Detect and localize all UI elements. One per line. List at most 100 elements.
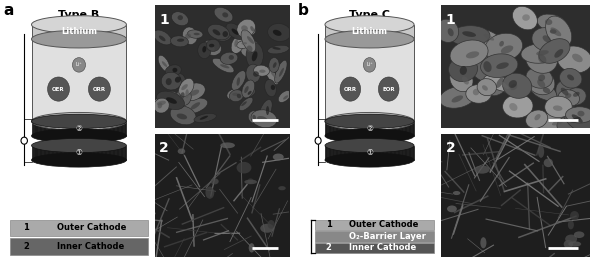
Ellipse shape (32, 153, 126, 167)
Circle shape (21, 137, 27, 144)
Ellipse shape (565, 93, 572, 98)
Text: ②: ② (366, 124, 373, 133)
Ellipse shape (242, 80, 254, 98)
Ellipse shape (544, 159, 553, 167)
Text: 2: 2 (23, 242, 29, 251)
Text: ①: ① (366, 148, 373, 157)
Ellipse shape (477, 79, 496, 96)
Ellipse shape (278, 186, 285, 190)
Bar (325, 145, 414, 160)
Ellipse shape (521, 44, 557, 63)
Ellipse shape (466, 85, 492, 103)
Ellipse shape (241, 101, 247, 106)
Ellipse shape (237, 162, 252, 173)
Ellipse shape (257, 116, 267, 122)
Ellipse shape (538, 146, 544, 158)
Ellipse shape (271, 85, 275, 90)
Ellipse shape (176, 113, 187, 119)
Ellipse shape (543, 88, 550, 93)
Text: 1: 1 (159, 13, 169, 27)
Ellipse shape (487, 66, 513, 96)
Ellipse shape (484, 75, 517, 92)
Ellipse shape (268, 24, 291, 41)
Ellipse shape (198, 42, 211, 59)
Ellipse shape (222, 31, 228, 37)
Ellipse shape (185, 89, 189, 98)
Ellipse shape (483, 61, 492, 72)
Ellipse shape (536, 50, 549, 56)
Circle shape (88, 77, 110, 101)
Ellipse shape (206, 39, 220, 51)
Ellipse shape (181, 84, 188, 90)
Ellipse shape (466, 51, 479, 58)
Ellipse shape (237, 94, 241, 98)
Ellipse shape (178, 149, 185, 154)
Ellipse shape (447, 205, 457, 212)
Ellipse shape (574, 231, 585, 238)
Bar (315, 231, 434, 242)
Text: O₂-Barrier Layer: O₂-Barrier Layer (349, 232, 426, 241)
Ellipse shape (170, 106, 196, 125)
Ellipse shape (237, 19, 255, 37)
Ellipse shape (246, 64, 260, 83)
Ellipse shape (178, 15, 183, 20)
Ellipse shape (173, 96, 181, 101)
Ellipse shape (572, 114, 583, 123)
Ellipse shape (232, 93, 238, 96)
Ellipse shape (237, 41, 250, 48)
Ellipse shape (32, 30, 126, 48)
Ellipse shape (246, 43, 263, 68)
Ellipse shape (510, 84, 517, 90)
Ellipse shape (539, 39, 570, 63)
Ellipse shape (566, 88, 586, 105)
Circle shape (364, 58, 375, 72)
Ellipse shape (232, 71, 246, 90)
Ellipse shape (561, 88, 569, 96)
Ellipse shape (247, 46, 253, 52)
Ellipse shape (244, 21, 256, 35)
Ellipse shape (212, 58, 234, 73)
Ellipse shape (32, 129, 126, 143)
Ellipse shape (279, 68, 284, 77)
Ellipse shape (229, 90, 243, 102)
Ellipse shape (551, 28, 561, 36)
Ellipse shape (529, 81, 557, 101)
Text: Type B: Type B (58, 10, 100, 20)
Ellipse shape (176, 87, 191, 106)
Ellipse shape (221, 143, 235, 148)
Ellipse shape (249, 243, 254, 253)
Ellipse shape (509, 103, 517, 111)
Ellipse shape (157, 91, 184, 110)
Ellipse shape (254, 65, 269, 76)
Ellipse shape (249, 111, 260, 123)
Ellipse shape (241, 40, 260, 58)
Ellipse shape (166, 72, 185, 88)
Text: Inner Cathode: Inner Cathode (349, 243, 416, 252)
Ellipse shape (172, 68, 178, 72)
Bar (315, 243, 434, 253)
Ellipse shape (177, 39, 184, 42)
Ellipse shape (188, 30, 203, 38)
Ellipse shape (273, 30, 281, 36)
Ellipse shape (200, 116, 208, 120)
Ellipse shape (158, 55, 170, 72)
Bar (32, 25, 126, 39)
Ellipse shape (552, 120, 563, 125)
Ellipse shape (243, 88, 256, 97)
Ellipse shape (573, 92, 580, 97)
Ellipse shape (565, 234, 577, 243)
Ellipse shape (244, 180, 257, 184)
Ellipse shape (526, 67, 552, 88)
Text: Type C: Type C (349, 10, 390, 20)
Ellipse shape (452, 95, 463, 102)
Bar (315, 220, 434, 230)
Ellipse shape (436, 19, 459, 42)
Ellipse shape (268, 45, 289, 54)
Ellipse shape (241, 25, 248, 31)
Ellipse shape (209, 44, 215, 47)
Ellipse shape (500, 81, 509, 89)
Text: Inner Cathode: Inner Cathode (57, 242, 125, 251)
Ellipse shape (482, 85, 488, 91)
Ellipse shape (546, 24, 566, 42)
Ellipse shape (491, 35, 509, 51)
